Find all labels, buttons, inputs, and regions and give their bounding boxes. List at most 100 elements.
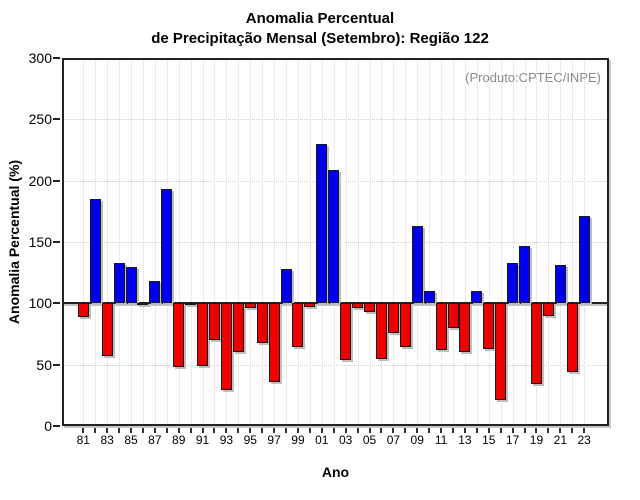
bar <box>232 303 244 353</box>
x-tick <box>308 428 311 433</box>
bar <box>507 262 519 304</box>
x-tick <box>428 428 431 433</box>
x-tick <box>153 428 156 433</box>
gridline-vertical <box>429 58 431 426</box>
gridline-vertical <box>441 58 443 426</box>
x-tick <box>511 428 514 433</box>
x-tick <box>463 428 466 433</box>
chart-title-line2: de Precipitação Mensal (Setembro): Regiã… <box>151 30 489 47</box>
gridline-vertical <box>202 58 204 426</box>
bar <box>471 291 483 304</box>
bar <box>280 268 292 304</box>
y-tick <box>53 241 60 243</box>
x-tick <box>571 428 574 433</box>
bar <box>125 266 137 304</box>
bar <box>411 226 423 304</box>
gridline-vertical <box>262 58 264 426</box>
bar <box>352 303 364 309</box>
y-tick-label: 150 <box>28 234 52 250</box>
x-tick <box>273 428 276 433</box>
plot-area <box>53 57 609 433</box>
gridline-vertical <box>190 58 192 426</box>
gridline-vertical <box>500 58 502 426</box>
x-tick <box>332 428 335 433</box>
bar <box>483 303 495 349</box>
x-tick-label: 17 <box>505 433 520 447</box>
gridline-vertical <box>274 58 276 426</box>
y-tick-label: 0 <box>44 418 52 434</box>
x-tick-label: 91 <box>195 433 210 447</box>
y-tick <box>53 179 60 182</box>
bar <box>459 303 471 353</box>
bar <box>364 303 376 312</box>
x-tick-label: 05 <box>362 433 377 447</box>
x-tick <box>499 428 502 433</box>
gridline-vertical <box>83 58 85 426</box>
x-tick-label: 09 <box>410 433 424 447</box>
x-tick <box>106 428 109 433</box>
gridline-vertical <box>512 58 514 426</box>
chart-title-line1: Anomalia Percentual <box>245 10 395 27</box>
x-tick <box>118 428 121 433</box>
x-tick-label: 03 <box>338 433 353 447</box>
gridline-vertical <box>357 58 359 426</box>
gridline-vertical <box>119 58 121 426</box>
x-tick-label: 99 <box>291 433 305 447</box>
x-tick <box>237 428 240 433</box>
bar <box>435 303 447 350</box>
gridline-vertical <box>178 58 180 426</box>
y-tick-label: 100 <box>28 295 52 312</box>
x-tick <box>404 428 407 433</box>
x-tick-label: 01 <box>315 433 329 447</box>
baseline-100 <box>62 302 609 305</box>
gridline-vertical <box>238 58 240 426</box>
x-tick-label: 95 <box>243 433 257 447</box>
x-tick <box>392 428 395 433</box>
x-tick <box>165 428 168 433</box>
x-tick <box>416 428 419 433</box>
x-tick <box>296 428 299 433</box>
x-tick <box>201 428 204 433</box>
bar <box>256 303 268 343</box>
bar <box>101 303 113 357</box>
x-tick <box>380 428 383 433</box>
x-tick <box>82 428 85 433</box>
gridline-vertical <box>250 58 252 426</box>
gridline-vertical <box>560 58 562 426</box>
x-tick <box>547 428 550 433</box>
x-tick <box>356 428 359 433</box>
x-tick-label: 23 <box>577 433 591 447</box>
x-tick <box>225 428 228 433</box>
gridline-horizontal <box>62 364 609 366</box>
gridline-vertical <box>572 58 574 426</box>
x-tick <box>440 428 443 433</box>
x-tick <box>261 428 264 433</box>
y-tick <box>53 302 60 305</box>
y-tick <box>53 425 60 427</box>
gridline-vertical <box>536 58 538 426</box>
x-tick-label: 19 <box>529 433 544 447</box>
source-note: (Produto:CPTEC/INPE) <box>465 70 601 85</box>
x-tick <box>368 428 371 433</box>
x-tick <box>189 428 192 433</box>
bar <box>292 303 304 348</box>
x-tick <box>475 428 478 433</box>
bar <box>161 189 173 304</box>
y-tick-label: 300 <box>28 50 52 66</box>
x-tick-label: 11 <box>434 433 448 447</box>
x-tick <box>583 428 586 433</box>
bar <box>542 303 554 316</box>
gridline-vertical <box>297 58 299 426</box>
bar <box>316 143 328 304</box>
bar <box>495 303 507 401</box>
gridline-vertical <box>548 58 550 426</box>
y-tick-label: 50 <box>36 356 52 373</box>
x-tick <box>487 428 490 433</box>
bar <box>340 303 352 360</box>
gridline-vertical <box>393 58 395 426</box>
gridline-vertical <box>226 58 228 426</box>
gridline-vertical <box>381 58 383 426</box>
x-tick <box>141 428 144 433</box>
bar <box>375 303 387 359</box>
